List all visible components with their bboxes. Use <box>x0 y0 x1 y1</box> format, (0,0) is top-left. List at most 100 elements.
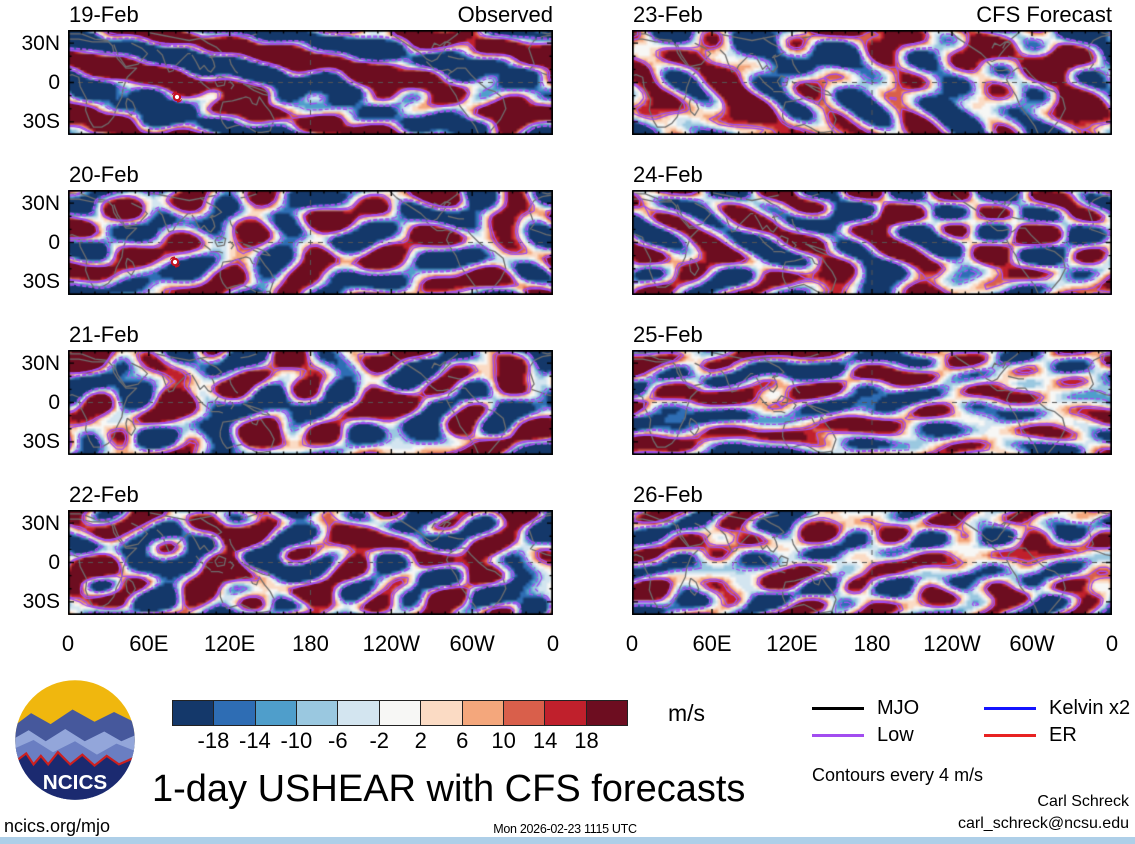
cb-tick: 14 <box>532 728 558 753</box>
y-tick-30n: 30N <box>21 32 60 55</box>
tropical-cyclone-icon <box>171 91 183 103</box>
x-tick: 120W <box>923 631 981 656</box>
colorbar-segment <box>255 701 298 725</box>
cb-tick: -10 <box>280 728 313 753</box>
website-link[interactable]: ncics.org/mjo <box>4 816 111 836</box>
panel-date-label: 21-Feb <box>69 322 139 347</box>
colorbar-unit: m/s <box>668 700 706 726</box>
y-tick-eq: 0 <box>48 551 60 574</box>
x-tick: 60W <box>449 631 495 656</box>
kelvin-line-swatch <box>984 707 1036 710</box>
cb-tick: 10 <box>491 728 516 753</box>
panel-date-label: 26-Feb <box>633 482 703 507</box>
y-tick-30n: 30N <box>21 352 60 375</box>
panel-date-label: 25-Feb <box>633 322 703 347</box>
colorbar-segment <box>214 701 256 725</box>
y-tick-eq: 0 <box>48 391 60 414</box>
colorbar-segment <box>503 701 546 725</box>
map-panel-26feb: 26-Feb <box>632 483 1112 615</box>
map-panel-25feb: 25-Feb <box>632 323 1112 455</box>
colorbar-segment <box>586 701 627 725</box>
cb-tick: 6 <box>456 728 469 753</box>
column-header-observed: Observed <box>457 2 553 27</box>
y-tick-eq: 0 <box>48 71 60 94</box>
shear-anomaly-map <box>68 190 553 295</box>
y-tick-30s: 30S <box>22 430 60 453</box>
logo-text: NCICS <box>43 771 108 794</box>
colorbar-segment <box>173 701 215 725</box>
panel-date-label: 24-Feb <box>633 162 703 187</box>
legend-label: MJO <box>877 697 920 719</box>
panel-date-label: 19-Feb <box>69 2 139 27</box>
x-tick: 0 <box>546 631 560 656</box>
x-tick: 60E <box>129 631 169 656</box>
cb-tick: -18 <box>197 728 230 753</box>
x-tick: 120E <box>766 631 818 656</box>
low-line-swatch <box>812 734 864 737</box>
author-email[interactable]: carl_schreck@ncsu.edu <box>958 815 1129 832</box>
generation-timestamp: Mon 2026-02-23 1115 UTC <box>493 822 637 836</box>
figure-title: 1-day USHEAR with CFS forecasts <box>152 768 746 810</box>
colorbar-segment <box>297 701 339 725</box>
y-tick-30s: 30S <box>22 110 60 133</box>
y-tick-eq: 0 <box>48 231 60 254</box>
x-tick: 180 <box>853 631 891 656</box>
legend-item-low: Low <box>812 724 914 747</box>
x-tick: 120E <box>203 631 256 656</box>
shear-anomaly-map <box>632 350 1112 455</box>
shear-anomaly-map <box>632 510 1112 615</box>
legend-label: Kelvin x2 <box>1049 697 1131 719</box>
colorbar-segment <box>545 701 587 725</box>
map-panel-22feb: 22-Feb 30N 0 30S <box>21 483 553 615</box>
cb-tick: -14 <box>238 728 271 753</box>
cb-tick: 18 <box>574 728 599 753</box>
shear-anomaly-map <box>68 30 553 135</box>
y-tick-30s: 30S <box>22 270 60 293</box>
x-tick: 120W <box>362 631 421 656</box>
x-tick: 0 <box>61 631 75 656</box>
x-axis-right: 0 60E 120E 180 120W 60W 0 <box>626 631 1118 657</box>
y-tick-30n: 30N <box>21 512 60 535</box>
legend-label: ER <box>1049 724 1077 746</box>
map-panel-21feb: 21-Feb 30N 0 30S <box>21 323 553 455</box>
mjo-line-swatch <box>812 707 864 710</box>
contour-interval-note: Contours every 4 m/s <box>812 765 984 785</box>
ncics-logo: NCICS <box>15 680 135 800</box>
tropical-cyclone-icon <box>169 256 181 268</box>
legend-item-kelvin: Kelvin x2 <box>984 697 1130 720</box>
bottom-accent-strip <box>0 837 1135 844</box>
panel-date-label: 20-Feb <box>69 162 139 187</box>
legend-item-mjo: MJO <box>812 697 919 720</box>
colorbar-segment <box>421 701 463 725</box>
author-name: Carl Schreck <box>1037 793 1129 810</box>
column-header-cfs-forecast: CFS Forecast <box>976 2 1112 27</box>
x-axis-left: 0 60E 120E 180 120W 60W 0 <box>62 631 559 657</box>
panel-date-label: 23-Feb <box>633 2 703 27</box>
panel-date-label: 22-Feb <box>69 482 139 507</box>
map-panel-19feb: 19-Feb Observed 30N 0 30S <box>21 3 553 135</box>
colorbar-segment <box>462 701 504 725</box>
colorbar-segment <box>338 701 380 725</box>
legend-item-er: ER <box>984 724 1077 747</box>
cb-tick: -6 <box>328 728 348 753</box>
colorbar <box>172 700 628 726</box>
x-tick: 0 <box>625 631 639 656</box>
map-panel-23feb: 23-Feb CFS Forecast <box>632 3 1112 135</box>
cb-tick: 2 <box>414 728 427 753</box>
y-tick-30n: 30N <box>21 192 60 215</box>
y-tick-30s: 30S <box>22 590 60 613</box>
shear-anomaly-map <box>632 30 1112 135</box>
cb-tick: -2 <box>369 728 390 753</box>
legend-label: Low <box>877 724 914 746</box>
map-panel-24feb: 24-Feb <box>632 163 1112 295</box>
x-tick: 60W <box>1009 631 1055 656</box>
x-tick: 60E <box>692 631 732 656</box>
map-panel-20feb: 20-Feb 30N 0 30S <box>21 163 553 295</box>
shear-anomaly-map <box>68 510 553 615</box>
x-tick: 0 <box>1105 631 1119 656</box>
shear-anomaly-map <box>632 190 1112 295</box>
colorbar-segment <box>379 701 422 725</box>
x-tick: 180 <box>292 631 329 656</box>
colorbar-tick-labels: -18 -14 -10 -6 -2 2 6 10 14 18 <box>172 728 628 753</box>
